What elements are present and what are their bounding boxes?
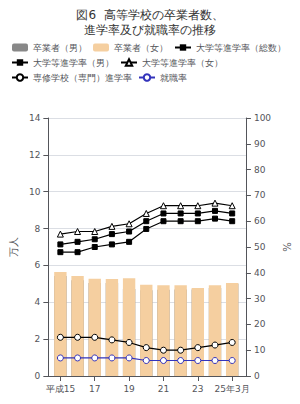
svg-text:卒業者（女）: 卒業者（女） (114, 43, 168, 53)
svg-text:6: 6 (35, 260, 41, 270)
svg-text:8: 8 (35, 224, 41, 234)
svg-text:就職率: 就職率 (160, 73, 187, 83)
svg-text:23: 23 (192, 384, 203, 394)
svg-text:21: 21 (158, 384, 169, 394)
svg-text:平成15: 平成15 (46, 384, 75, 394)
svg-text:10: 10 (254, 345, 266, 355)
svg-text:専修学校（専門）進学率: 専修学校（専門）進学率 (33, 73, 132, 83)
svg-text:80: 80 (254, 165, 266, 175)
svg-text:30: 30 (254, 294, 266, 304)
svg-text:19: 19 (123, 384, 135, 394)
svg-text:卒業者（男）: 卒業者（男） (33, 43, 87, 53)
svg-text:大学等進学率（総数）: 大学等進学率（総数） (196, 43, 286, 53)
svg-text:60: 60 (254, 216, 266, 226)
svg-text:10: 10 (29, 187, 41, 197)
svg-text:14: 14 (29, 113, 41, 123)
svg-text:90: 90 (254, 139, 266, 149)
svg-text:%: % (282, 242, 293, 252)
svg-text:進学率及び就職率の推移: 進学率及び就職率の推移 (84, 23, 216, 37)
svg-text:図6 高等学校の卒業者数、: 図6 高等学校の卒業者数、 (76, 8, 223, 22)
svg-text:20: 20 (254, 319, 266, 329)
svg-text:40: 40 (254, 268, 266, 278)
svg-text:2: 2 (35, 334, 41, 344)
svg-text:12: 12 (29, 150, 40, 160)
svg-text:50: 50 (254, 242, 266, 252)
svg-text:大学等進学率（男）: 大学等進学率（男） (33, 58, 114, 68)
svg-text:25年3月: 25年3月 (215, 384, 250, 394)
svg-text:70: 70 (254, 190, 266, 200)
svg-text:0: 0 (35, 371, 41, 381)
svg-text:17: 17 (89, 384, 100, 394)
svg-text:大学等進学率（女）: 大学等進学率（女） (142, 58, 223, 68)
svg-text:4: 4 (35, 297, 41, 307)
svg-text:万人: 万人 (8, 237, 19, 257)
svg-text:100: 100 (254, 113, 271, 123)
svg-text:0: 0 (254, 371, 260, 381)
